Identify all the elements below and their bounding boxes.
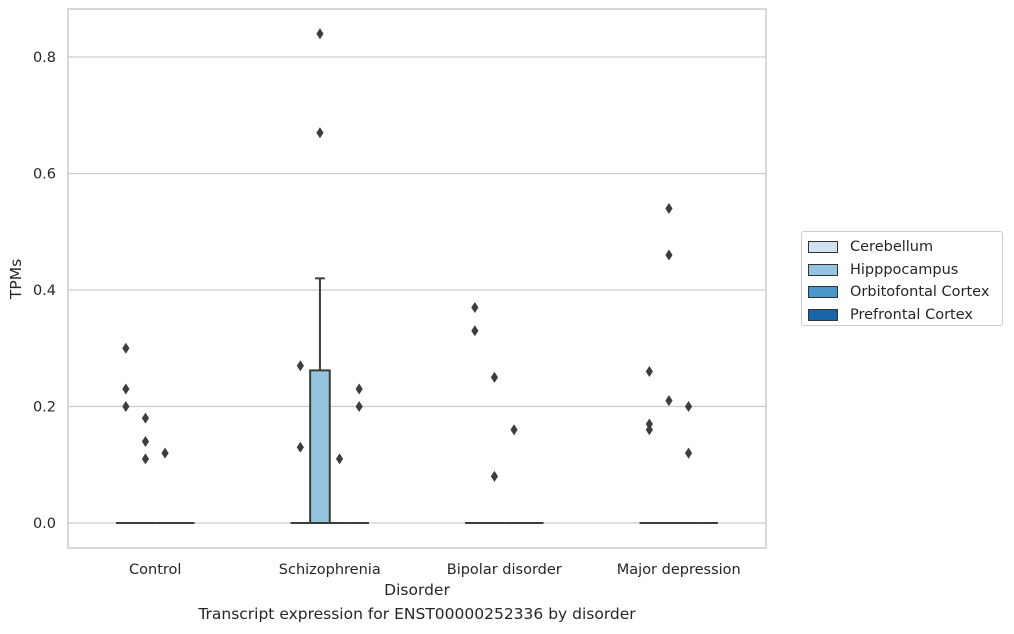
outlier-point — [665, 202, 673, 214]
x-tick-label: Schizophrenia — [279, 562, 381, 578]
outlier-point — [141, 453, 150, 465]
legend-swatch — [808, 308, 838, 321]
outlier-point — [684, 447, 693, 459]
outlier-point — [471, 301, 479, 313]
legend-label: Hipppocampus — [850, 261, 959, 278]
outlier-point — [490, 470, 499, 482]
outlier-point — [645, 366, 653, 378]
legend-swatch — [808, 241, 838, 254]
legend-item: Hipppocampus — [808, 259, 1002, 282]
legend-item: Prefrontal Cortex — [808, 304, 1002, 327]
legend-item: Cerebellum — [808, 236, 1002, 259]
y-axis-label: TPMs — [7, 259, 25, 300]
x-tick-label: Bipolar disorder — [447, 562, 562, 578]
outlier-point — [684, 401, 693, 412]
x-axis-label: Disorder — [384, 581, 450, 599]
plot-frame — [67, 8, 767, 549]
outlier-point — [141, 412, 150, 424]
outliers-layer — [122, 28, 693, 482]
outlier-point — [665, 395, 673, 407]
boxes-layer — [116, 277, 718, 525]
box-body — [309, 369, 331, 525]
outlier-point — [355, 383, 363, 395]
y-tick-labels: 0.0 0.2 0.4 0.6 0.8 — [33, 50, 56, 532]
legend-label: Prefrontal Cortex — [850, 306, 973, 323]
legend: Cerebellum Hipppocampus Orbitofontal Corte… — [801, 231, 1003, 326]
outlier-point — [335, 453, 344, 465]
outlier-point — [645, 424, 653, 436]
legend-swatch — [808, 263, 838, 276]
outlier-point — [316, 28, 324, 40]
plot-area — [68, 9, 766, 548]
outlier-point — [510, 424, 518, 436]
legend-swatch — [808, 286, 838, 299]
outlier-point — [316, 127, 324, 139]
x-tick-label: Major depression — [617, 562, 741, 578]
x-tick-labels: Control Schizophrenia Bipolar disorder Majo… — [129, 562, 741, 578]
outlier-point — [665, 249, 673, 261]
outlier-point — [141, 435, 150, 447]
legend-label: Orbitofontal Cortex — [850, 284, 990, 301]
y-tick-label: 0.0 — [33, 516, 56, 532]
outlier-point — [122, 383, 130, 395]
y-tick-label: 0.2 — [33, 400, 56, 416]
legend-item: Orbitofontal Cortex — [808, 281, 1002, 304]
outlier-point — [355, 401, 363, 412]
y-tick-label: 0.4 — [33, 283, 56, 299]
outlier-point — [122, 342, 130, 354]
outlier-point — [122, 401, 130, 412]
y-tick-label: 0.6 — [33, 167, 56, 183]
outlier-point — [471, 325, 479, 337]
y-tick-label: 0.8 — [33, 50, 56, 66]
chart-title: Transcript expression for ENST0000025233… — [198, 605, 636, 623]
outlier-point — [645, 418, 653, 430]
outlier-point — [296, 360, 304, 372]
x-tick-label: Control — [129, 562, 181, 578]
outlier-point — [296, 441, 304, 453]
outlier-point — [161, 447, 169, 459]
legend-label: Cerebellum — [850, 239, 934, 256]
box-schizophrenia-hipppocampus — [309, 277, 331, 525]
outlier-point — [490, 371, 499, 383]
